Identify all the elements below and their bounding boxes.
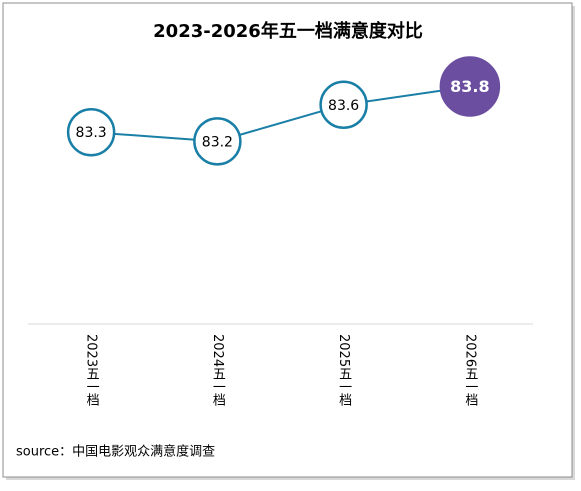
line (91, 85, 471, 143)
x-tick-label: 2025五一档 (336, 334, 352, 407)
data-label: 83.6 (328, 98, 359, 114)
point (439, 56, 501, 117)
data-label: 83.8 (450, 77, 489, 96)
source: source：中国电影观众满意度调查 (16, 444, 215, 460)
x-tick-label: 2026五一档 (462, 334, 478, 407)
data-label: 83.2 (202, 134, 233, 150)
chart-title: 2023-2026年五一档满意度对比 (153, 20, 423, 42)
point (193, 117, 242, 166)
x-tick-label: 2024五一档 (210, 334, 226, 407)
x-tick-label: 2023五一档 (84, 334, 100, 407)
point (66, 107, 116, 157)
point (319, 80, 368, 130)
data-label: 83.3 (76, 125, 107, 141)
